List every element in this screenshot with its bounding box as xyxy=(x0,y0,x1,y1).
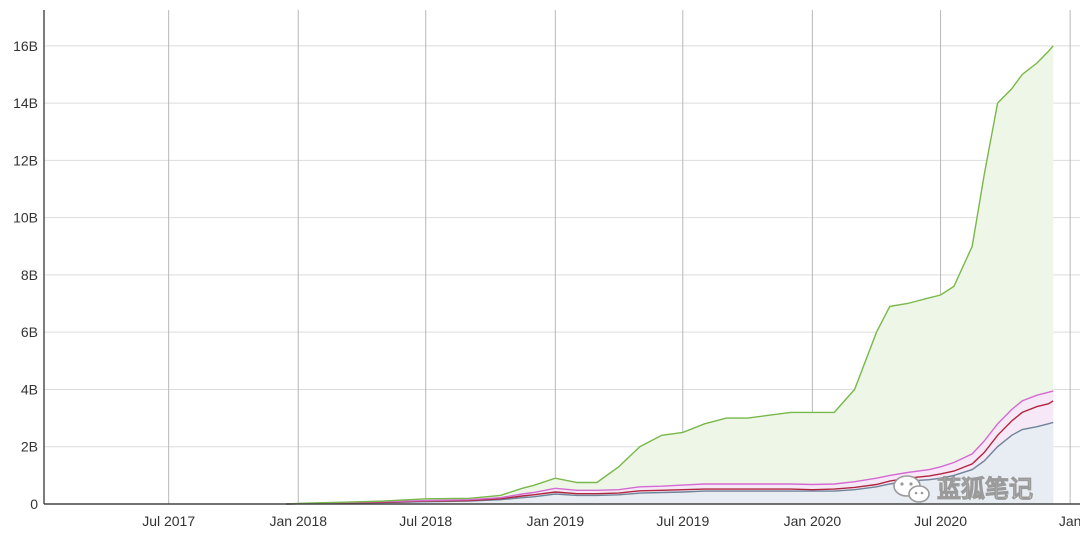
x-tick-label: Jan 2019 xyxy=(527,513,585,529)
series-line-2 xyxy=(286,390,1054,505)
series-areas xyxy=(286,45,1054,505)
x-tick-label: Jul 2019 xyxy=(656,513,709,529)
y-tick-label: 10B xyxy=(13,210,38,226)
x-tick-label: Jul 2017 xyxy=(142,513,195,529)
y-tick-label: 0 xyxy=(30,496,38,512)
x-tick-label: Jan 2018 xyxy=(269,513,327,529)
y-tick-label: 12B xyxy=(13,152,38,168)
series-area-3 xyxy=(286,45,1054,505)
x-tick-label: Jul 2018 xyxy=(399,513,452,529)
y-tick-label: 6B xyxy=(21,324,38,340)
series-line-0 xyxy=(286,421,1054,505)
series-lines xyxy=(286,45,1054,505)
series-line-1 xyxy=(286,400,1054,505)
horizontal-gridlines xyxy=(44,45,1080,448)
x-tick-label: Jan 2020 xyxy=(784,513,842,529)
x-tick-labels: Jul 2017 Jan 2018 Jul 2018 Jan 2019 Jul 2019… xyxy=(142,513,1080,529)
series-line-3 xyxy=(286,45,1054,505)
series-area-0 xyxy=(286,422,1054,504)
y-tick-label: 14B xyxy=(13,95,38,111)
y-tick-labels: 0 2B 4B 6B 8B 10B 12B 14B 16B xyxy=(13,38,38,512)
y-tick-label: 2B xyxy=(21,439,38,455)
wechat-icon xyxy=(893,475,930,503)
y-tick-label: 16B xyxy=(13,38,38,54)
y-tick-label: 8B xyxy=(21,267,38,283)
watermark-text: 蓝狐笔记 xyxy=(937,475,1033,503)
watermark: 蓝狐笔记 xyxy=(893,475,1033,503)
x-tick-label: Jan xyxy=(1059,513,1080,529)
x-tick-label: Jul 2020 xyxy=(914,513,967,529)
y-tick-label: 4B xyxy=(21,381,38,397)
